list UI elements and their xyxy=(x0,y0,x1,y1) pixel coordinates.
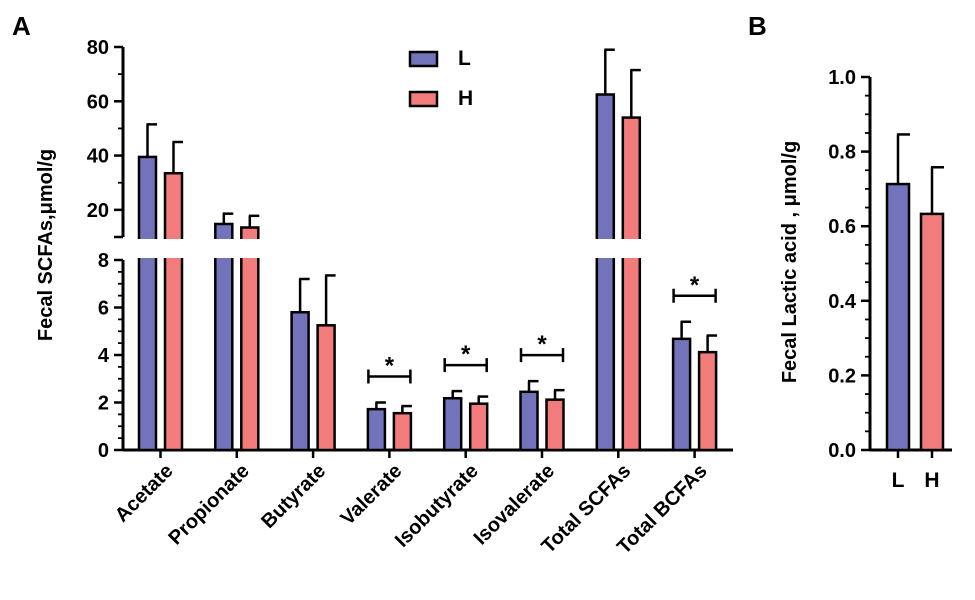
y-axis-title: Fecal SCFAs,μmol/g xyxy=(35,149,57,341)
significance-star: * xyxy=(461,341,471,368)
b-y-tick-label: 1.0 xyxy=(828,67,856,89)
axis-break-gap xyxy=(111,239,731,258)
b-bar-L xyxy=(885,182,911,452)
significance-star: * xyxy=(385,353,395,380)
y-tick-label: 20 xyxy=(87,200,109,222)
b-y-tick-label: 0.4 xyxy=(828,291,857,313)
y-tick-label: 0 xyxy=(98,440,109,462)
y-tick-label: 4 xyxy=(98,345,110,367)
y-tick-label: 60 xyxy=(87,91,109,113)
bar-L xyxy=(671,337,692,452)
b-bar-H xyxy=(919,212,945,452)
panel-a-label: A xyxy=(12,11,31,41)
bar-H xyxy=(468,402,489,452)
x-tick-label: Isobutyrate xyxy=(391,460,483,552)
y-tick-label: 40 xyxy=(87,146,109,168)
y-tick-label: 80 xyxy=(87,37,109,59)
b-x-tick-label: H xyxy=(924,469,939,492)
b-y-tick-label: 0.8 xyxy=(828,142,856,164)
bar-H xyxy=(392,411,413,452)
x-tick-label: Valerate xyxy=(337,460,407,530)
b-y-tick-label: 0.0 xyxy=(828,440,856,462)
significance-star: * xyxy=(537,331,547,358)
legend-swatch-L xyxy=(408,50,439,68)
bar-L xyxy=(366,407,387,452)
bar-H xyxy=(621,116,642,452)
bar-H xyxy=(240,226,260,452)
bar-H xyxy=(545,398,565,452)
bar-H xyxy=(316,324,336,452)
bar-L xyxy=(519,390,539,452)
b-y-tick-label: 0.6 xyxy=(828,216,856,238)
b-y-axis-title: Fecal Lactic acid , μmol/g xyxy=(779,141,801,383)
significance-star: * xyxy=(690,272,700,299)
bar-L xyxy=(595,93,616,452)
b-x-tick-label: L xyxy=(892,469,905,492)
x-tick-label: Butyrate xyxy=(257,460,330,533)
legend-label: H xyxy=(458,87,473,110)
y-tick-label: 8 xyxy=(98,250,109,272)
bar-H xyxy=(697,350,718,452)
panel-b-label: B xyxy=(748,11,767,41)
y-tick-label: 2 xyxy=(98,393,109,415)
legend-swatch-H xyxy=(408,90,439,108)
x-tick-label: Acetate xyxy=(111,460,178,527)
b-y-tick-label: 0.2 xyxy=(828,365,856,387)
bar-L xyxy=(290,311,310,452)
bar-L xyxy=(137,155,158,452)
y-tick-label: 6 xyxy=(98,298,109,320)
x-tick-label: Propionate xyxy=(164,460,253,549)
bar-L xyxy=(442,396,463,452)
legend-label: L xyxy=(458,47,471,70)
bar-H xyxy=(163,171,184,452)
